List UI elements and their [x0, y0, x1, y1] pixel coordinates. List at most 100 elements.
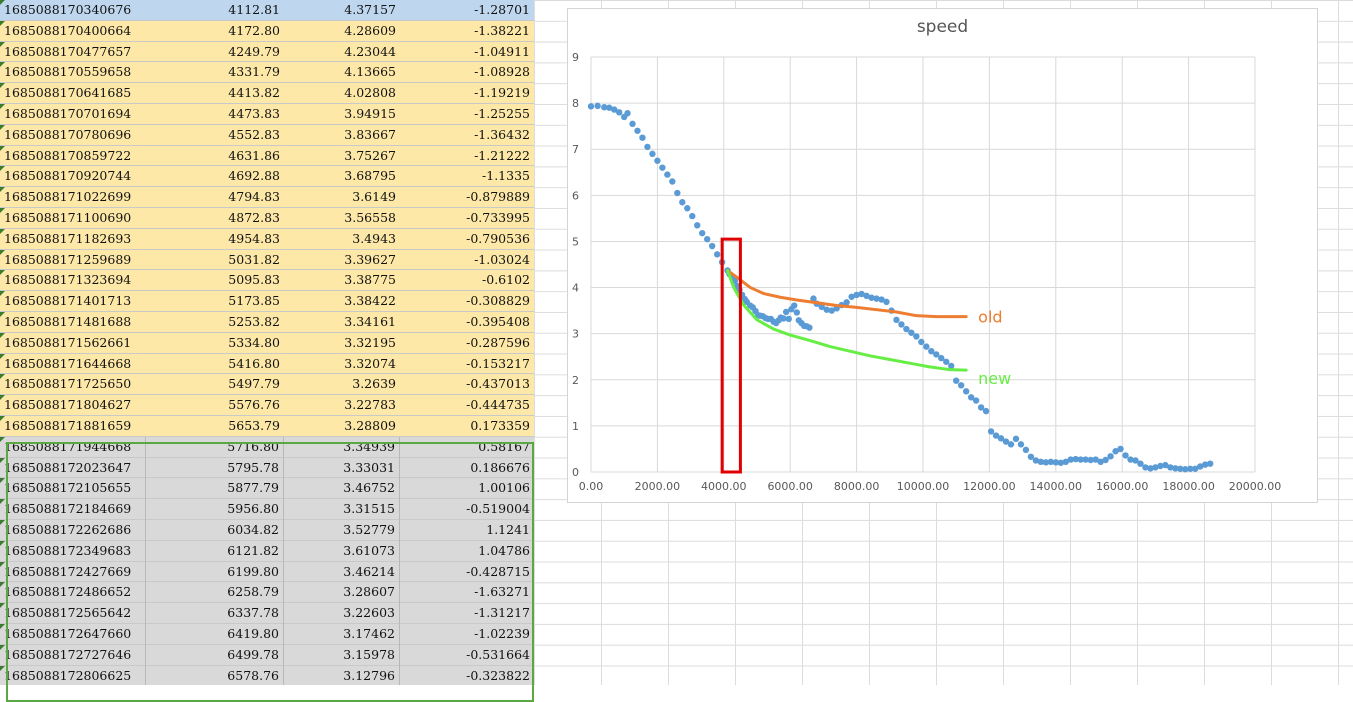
position-cell[interactable]: 5497.79 [228, 376, 280, 392]
position-cell[interactable]: 4172.80 [228, 22, 280, 38]
position-cell[interactable]: 4692.88 [228, 168, 280, 184]
speed-cell[interactable]: 3.4943 [352, 230, 396, 246]
position-cell[interactable]: 5253.82 [228, 314, 280, 329]
speed-cell[interactable]: 3.33031 [284, 457, 400, 479]
position-cell[interactable]: 4413.82 [228, 85, 280, 101]
speed-cell[interactable]: 3.46214 [284, 561, 400, 583]
timestamp-cell[interactable]: 1685088171881659 [4, 418, 132, 433]
position-cell[interactable]: 6499.78 [146, 644, 284, 666]
speed-cell[interactable]: 4.28609 [344, 22, 396, 38]
timestamp-cell[interactable]: 1685088171944668 [0, 436, 146, 458]
speed-cell[interactable]: 3.56558 [344, 210, 396, 225]
speed-cell[interactable]: 3.52779 [284, 520, 400, 541]
acceleration-cell[interactable]: 1.00106 [478, 480, 530, 496]
position-cell[interactable]: 4794.83 [228, 189, 280, 205]
speed-cell[interactable]: 3.32074 [344, 355, 396, 371]
speed-cell[interactable]: 3.68795 [344, 168, 396, 184]
speed-cell[interactable]: 4.02808 [344, 85, 396, 101]
acceleration-cell[interactable]: -0.790536 [466, 230, 530, 246]
position-cell[interactable]: 6258.79 [146, 582, 284, 604]
acceleration-cell[interactable]: -1.31217 [474, 605, 530, 621]
timestamp-cell[interactable]: 1685088170477657 [4, 43, 132, 59]
position-cell[interactable]: 5956.80 [146, 499, 284, 520]
position-cell[interactable]: 6337.78 [146, 603, 284, 624]
speed-chart[interactable]: speed 0.00 2000.00 4000.00 6000.00 8000.00 10… [567, 8, 1318, 503]
acceleration-cell[interactable]: 0.58167 [478, 438, 530, 454]
acceleration-cell[interactable]: -0.733995 [466, 210, 530, 225]
position-cell[interactable]: 4552.83 [228, 126, 280, 142]
timestamp-cell[interactable]: 1685088171259689 [4, 251, 132, 267]
speed-cell[interactable]: 3.61073 [284, 540, 400, 562]
acceleration-cell[interactable]: -0.519004 [466, 501, 530, 517]
acceleration-cell[interactable]: -0.428715 [466, 563, 530, 579]
speed-cell[interactable]: 3.34161 [344, 314, 396, 329]
acceleration-cell[interactable]: 0.173359 [470, 418, 530, 433]
timestamp-cell[interactable]: 1685088171401713 [4, 293, 132, 309]
timestamp-cell[interactable]: 1685088172806625 [0, 665, 146, 685]
position-cell[interactable]: 5416.80 [228, 355, 280, 371]
position-cell[interactable]: 5031.82 [228, 251, 280, 267]
timestamp-cell[interactable]: 1685088172184669 [0, 499, 146, 520]
speed-cell[interactable]: 3.83667 [344, 126, 396, 142]
speed-cell[interactable]: 3.15978 [284, 644, 400, 666]
timestamp-cell[interactable]: 1685088170780696 [4, 126, 132, 142]
timestamp-cell[interactable]: 1685088170701694 [4, 106, 132, 121]
timestamp-cell[interactable]: 1685088170559658 [4, 64, 132, 80]
position-cell[interactable]: 5716.80 [146, 436, 284, 458]
position-cell[interactable]: 5095.83 [228, 272, 280, 288]
position-cell[interactable]: 5653.79 [228, 418, 280, 433]
acceleration-cell[interactable]: -0.6102 [482, 272, 530, 288]
acceleration-cell[interactable]: 0.186676 [470, 459, 530, 475]
acceleration-cell[interactable]: -0.395408 [466, 314, 530, 329]
speed-cell[interactable]: 3.38775 [344, 272, 396, 288]
speed-cell[interactable]: 4.13665 [344, 64, 396, 80]
speed-cell[interactable]: 3.32195 [344, 334, 396, 350]
acceleration-cell[interactable]: -1.38221 [474, 22, 530, 38]
acceleration-cell[interactable]: -1.1335 [482, 168, 530, 184]
acceleration-cell[interactable]: -0.437013 [466, 376, 530, 392]
position-cell[interactable]: 5795.78 [146, 457, 284, 479]
position-cell[interactable]: 4473.83 [228, 106, 280, 121]
timestamp-cell[interactable]: 1685088170340676 [4, 2, 132, 17]
timestamp-cell[interactable]: 1685088172349683 [0, 540, 146, 562]
timestamp-cell[interactable]: 1685088171804627 [4, 397, 132, 413]
position-cell[interactable]: 6034.82 [146, 520, 284, 541]
acceleration-cell[interactable]: -0.287596 [466, 334, 530, 350]
timestamp-cell[interactable]: 1685088172647660 [0, 624, 146, 645]
speed-cell[interactable]: 3.46752 [284, 478, 400, 500]
speed-cell[interactable]: 3.2639 [352, 376, 396, 392]
timestamp-cell[interactable]: 1685088172105655 [0, 478, 146, 500]
acceleration-cell[interactable]: -0.879889 [466, 189, 530, 205]
acceleration-cell[interactable]: 1.04786 [478, 542, 530, 558]
speed-cell[interactable]: 4.37157 [344, 2, 396, 17]
acceleration-cell[interactable]: -1.04911 [474, 43, 530, 59]
speed-cell[interactable]: 3.17462 [284, 624, 400, 645]
acceleration-cell[interactable]: -0.444735 [466, 397, 530, 413]
position-cell[interactable]: 6199.80 [146, 561, 284, 583]
timestamp-cell[interactable]: 1685088171182693 [4, 230, 132, 246]
speed-cell[interactable]: 3.22783 [344, 397, 396, 413]
timestamp-cell[interactable]: 1685088172727646 [0, 644, 146, 666]
position-cell[interactable]: 4331.79 [228, 64, 280, 80]
position-cell[interactable]: 4631.86 [228, 147, 280, 163]
timestamp-cell[interactable]: 1685088171562661 [4, 334, 132, 350]
position-cell[interactable]: 6121.82 [146, 540, 284, 562]
acceleration-cell[interactable]: -0.153217 [466, 355, 530, 371]
speed-cell[interactable]: 3.22603 [284, 603, 400, 624]
position-cell[interactable]: 4872.83 [228, 210, 280, 225]
position-cell[interactable]: 4112.81 [228, 2, 280, 17]
speed-cell[interactable]: 3.6149 [352, 189, 396, 205]
acceleration-cell[interactable]: -1.36432 [474, 126, 530, 142]
speed-cell[interactable]: 3.94915 [344, 106, 396, 121]
speed-cell[interactable]: 3.28809 [344, 418, 396, 433]
acceleration-cell[interactable]: -1.21222 [474, 147, 530, 163]
acceleration-cell[interactable]: 1.1241 [486, 522, 530, 537]
acceleration-cell[interactable]: -0.531664 [466, 646, 530, 662]
position-cell[interactable]: 6419.80 [146, 624, 284, 645]
position-cell[interactable]: 5334.80 [228, 334, 280, 350]
timestamp-cell[interactable]: 1685088171100690 [4, 210, 132, 225]
acceleration-cell[interactable]: -0.308829 [466, 293, 530, 309]
acceleration-cell[interactable]: -1.25255 [474, 106, 530, 121]
speed-cell[interactable]: 3.39627 [344, 251, 396, 267]
speed-cell[interactable]: 3.31515 [284, 499, 400, 520]
